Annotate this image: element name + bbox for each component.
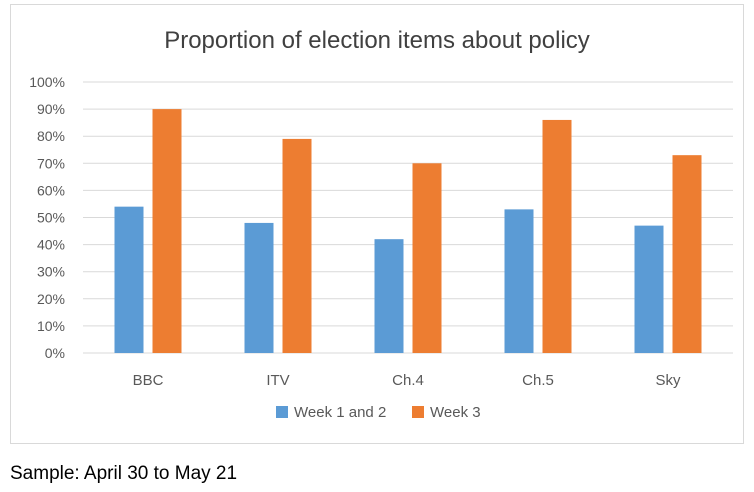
bar-week-1-and-2-sky	[634, 225, 664, 353]
bar-week-1-and-2-bbc	[114, 206, 144, 353]
y-axis-tick-labels: 0% 10% 20% 30% 40% 50% 60% 70% 80% 90% 100%	[29, 74, 65, 361]
bar-chart: Proportion of election items about polic…	[29, 27, 733, 421]
y-tick-label: 10%	[37, 318, 65, 334]
sample-footnote: Sample: April 30 to May 21	[10, 463, 238, 484]
legend-label: Week 3	[430, 404, 481, 421]
y-tick-label: 90%	[37, 101, 65, 117]
bar-week-1-and-2-ch5	[504, 209, 534, 353]
x-tick-label: Sky	[655, 372, 681, 389]
chart-title: Proportion of election items about polic…	[164, 27, 590, 54]
y-tick-label: 0%	[45, 345, 65, 361]
y-tick-label: 60%	[37, 182, 65, 198]
bar-week-3-bbc	[152, 109, 182, 353]
y-tick-label: 50%	[37, 210, 65, 226]
legend-swatch	[276, 406, 288, 418]
y-tick-label: 30%	[37, 264, 65, 280]
y-tick-label: 40%	[37, 237, 65, 253]
x-axis-tick-labels: BBC ITV Ch.4 Ch.5 Sky	[133, 372, 681, 389]
bar-week-1-and-2-itv	[244, 222, 274, 353]
x-tick-label: ITV	[266, 372, 289, 389]
x-tick-label: BBC	[133, 372, 164, 389]
x-tick-label: Ch.5	[522, 372, 554, 389]
legend-label: Week 1 and 2	[294, 404, 386, 421]
y-tick-label: 100%	[29, 74, 65, 90]
y-tick-label: 80%	[37, 128, 65, 144]
x-tick-label: Ch.4	[392, 372, 424, 389]
y-tick-label: 70%	[37, 155, 65, 171]
legend-swatch	[412, 406, 424, 418]
bar-week-1-and-2-ch4	[374, 239, 404, 353]
chart-area: Proportion of election items about polic…	[10, 4, 744, 444]
bar-week-3-itv	[282, 138, 312, 353]
bar-week-3-ch4	[412, 163, 442, 353]
bar-week-3-ch5	[542, 119, 572, 353]
y-tick-label: 20%	[37, 291, 65, 307]
gridlines	[83, 81, 733, 354]
bars	[114, 109, 702, 353]
bar-week-3-sky	[672, 155, 702, 353]
legend: Week 1 and 2 Week 3	[276, 404, 481, 421]
